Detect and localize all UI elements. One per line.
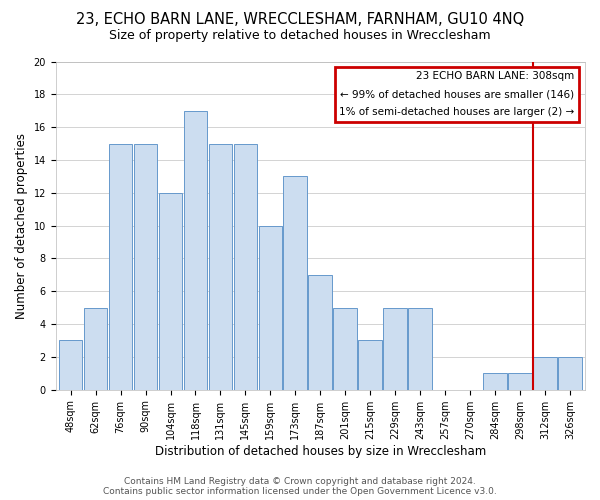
Bar [334, 308, 357, 390]
Bar [184, 110, 208, 390]
Text: 23, ECHO BARN LANE, WRECCLESHAM, FARNHAM, GU10 4NQ: 23, ECHO BARN LANE, WRECCLESHAM, FARNHAM… [76, 12, 524, 28]
Text: Size of property relative to detached houses in Wrecclesham: Size of property relative to detached ho… [109, 28, 491, 42]
Text: Contains HM Land Registry data © Crown copyright and database right 2024.: Contains HM Land Registry data © Crown c… [124, 477, 476, 486]
X-axis label: Distribution of detached houses by size in Wrecclesham: Distribution of detached houses by size … [155, 444, 486, 458]
Bar [283, 176, 307, 390]
Bar [558, 357, 582, 390]
Bar [158, 193, 182, 390]
Bar [259, 226, 282, 390]
Bar [409, 308, 432, 390]
Bar [134, 144, 157, 390]
Bar [59, 340, 82, 390]
Bar [109, 144, 133, 390]
Y-axis label: Number of detached properties: Number of detached properties [15, 132, 28, 318]
Bar [383, 308, 407, 390]
Bar [358, 340, 382, 390]
Bar [508, 374, 532, 390]
Bar [209, 144, 232, 390]
Bar [308, 275, 332, 390]
Bar [533, 357, 557, 390]
Text: 23 ECHO BARN LANE: 308sqm
← 99% of detached houses are smaller (146)
1% of semi-: 23 ECHO BARN LANE: 308sqm ← 99% of detac… [339, 72, 574, 118]
Bar [483, 374, 507, 390]
Bar [84, 308, 107, 390]
Bar [233, 144, 257, 390]
Text: Contains public sector information licensed under the Open Government Licence v3: Contains public sector information licen… [103, 487, 497, 496]
